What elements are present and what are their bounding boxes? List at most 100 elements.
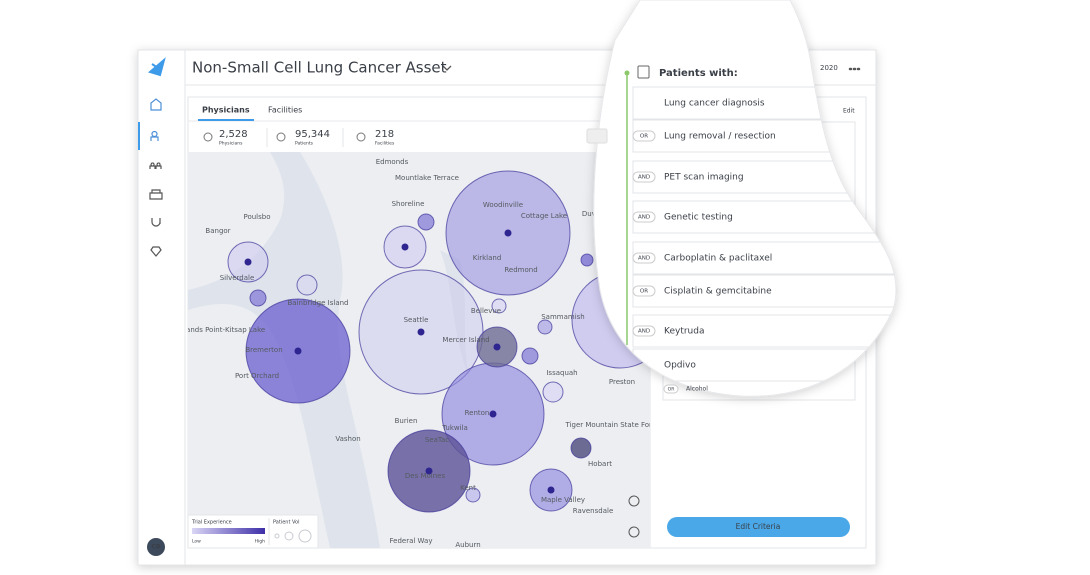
legend-title: Patient Vol <box>273 520 299 526</box>
map: Edmonds Mountlake Terrace Shoreline Woodinv… <box>177 152 650 549</box>
place-label: Port Orchard <box>235 372 279 380</box>
bubble[interactable] <box>521 347 539 365</box>
operator-badge[interactable] <box>632 252 656 264</box>
avatar[interactable] <box>147 538 165 556</box>
nav-trials[interactable] <box>151 218 161 227</box>
operator-badge <box>663 384 679 394</box>
criterion: Genetic testing <box>664 213 733 223</box>
map-view-toggle[interactable] <box>586 128 608 144</box>
button-label[interactable]: Edit Criteria <box>736 522 781 531</box>
bubble[interactable] <box>417 213 435 231</box>
place-label: Federal Way <box>390 537 433 545</box>
place-label: Kirkland <box>473 254 502 262</box>
nav-insights[interactable] <box>150 246 162 257</box>
bubble[interactable] <box>465 487 481 503</box>
page-title: Non-Small Cell Lung Cancer Asset <box>192 59 447 77</box>
legend-low: Low <box>192 539 201 545</box>
bubble-center <box>547 486 555 494</box>
operator: AND <box>638 256 650 262</box>
place-label: Mercer Island <box>442 336 489 344</box>
criterion: Opdivo <box>664 361 696 371</box>
bubble[interactable] <box>580 253 594 267</box>
operator: AND <box>638 329 650 335</box>
place-label: Seattle <box>404 316 429 324</box>
bubble-center <box>425 467 433 475</box>
avatar-initials: CB <box>152 544 161 551</box>
bubble-center <box>493 343 501 351</box>
bubble[interactable] <box>570 437 592 459</box>
place-label: Bainbridge Island <box>288 299 349 307</box>
stat-label: Physicians <box>219 141 243 147</box>
operator: OR <box>640 289 648 295</box>
nav-physicians[interactable] <box>150 130 159 142</box>
place-label: SeaTac <box>425 436 449 444</box>
place-label: Redmond <box>504 266 537 274</box>
operator-badge[interactable] <box>632 285 656 297</box>
criterion-row[interactable] <box>632 86 913 120</box>
place-label: Renton <box>465 409 490 417</box>
nav-patients[interactable] <box>149 162 162 169</box>
title-dropdown[interactable] <box>442 65 452 71</box>
edit-criteria-button[interactable] <box>667 517 850 537</box>
operator: AND <box>638 215 650 221</box>
operator-badge[interactable] <box>632 171 656 183</box>
place-label: Woodinville <box>483 201 523 209</box>
criteria-icon <box>637 65 650 79</box>
tab[interactable]: Facilities <box>268 106 302 115</box>
operator-badge[interactable] <box>632 325 656 337</box>
place-label: Duvall <box>582 210 604 218</box>
zoom-out[interactable] <box>628 526 640 538</box>
place-label: Ravensdale <box>573 507 614 515</box>
bubble[interactable] <box>249 289 267 307</box>
criterion: Carboplatin & paclitaxel <box>664 254 772 264</box>
bubble-center <box>489 410 497 418</box>
place-label: Sammamish <box>541 313 585 321</box>
nav-home[interactable] <box>150 98 162 111</box>
criterion: Alcohol <box>686 386 708 393</box>
operator-badge[interactable] <box>632 130 656 142</box>
place-label: Maple Valley <box>541 496 585 504</box>
place-label: Auburn <box>455 541 480 549</box>
tab-underline <box>198 119 254 121</box>
place-label: Hobart <box>588 460 612 468</box>
operator: AND <box>638 175 650 181</box>
place-label: Erlands Point-Kitsap Lake <box>177 326 265 334</box>
legend-title: Trial Experience <box>191 520 232 526</box>
bubble[interactable] <box>491 298 507 314</box>
legend-size-small <box>274 533 280 539</box>
tab[interactable]: Physicians <box>202 106 250 115</box>
active-indicator <box>138 122 140 150</box>
place-label: Tukwila <box>441 424 468 432</box>
nav-facilities[interactable] <box>149 189 163 200</box>
logo <box>147 57 166 77</box>
place-label: Bellevue <box>471 307 501 315</box>
legend-gradient <box>192 528 265 534</box>
bubble-center <box>294 347 302 355</box>
legend-sizes <box>274 529 312 543</box>
place-label: Kent <box>460 484 476 492</box>
zoom-controls <box>628 495 640 538</box>
criterion: Keytruda <box>664 327 704 337</box>
bubble[interactable] <box>537 319 553 335</box>
sidebar-icons <box>149 98 163 257</box>
criterion: Cisplatin & gemcitabine <box>664 287 772 297</box>
operator: OR <box>640 134 648 140</box>
place-label: Preston <box>609 378 635 386</box>
legend-size-medium <box>284 531 294 541</box>
operator: OR <box>668 387 675 393</box>
criterion: Lung cancer diagnosis <box>664 99 765 109</box>
bubble[interactable] <box>542 381 564 403</box>
legend-high: High <box>255 539 265 545</box>
zoom-in[interactable] <box>628 495 640 507</box>
stat-icon <box>356 132 366 142</box>
stat-value: 218 <box>375 129 394 140</box>
place-label: Shoreline <box>392 200 425 208</box>
edit-link[interactable]: Edit <box>843 108 855 115</box>
operator-badge[interactable] <box>632 211 656 223</box>
stat-icon <box>276 132 286 142</box>
bubble[interactable] <box>296 274 318 296</box>
year-select[interactable]: 2020 <box>820 64 838 72</box>
stat-label: Facilities <box>375 141 395 147</box>
map-lake <box>440 250 470 380</box>
